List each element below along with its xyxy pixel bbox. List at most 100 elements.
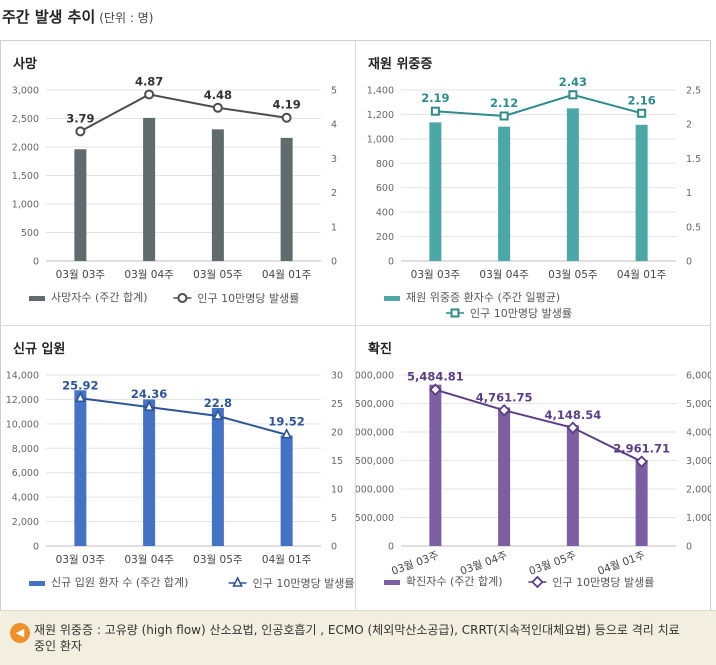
left-tick-label: 200 bbox=[376, 232, 394, 243]
right-tick-label: 0.5 bbox=[686, 222, 701, 233]
right-tick-label: 5 bbox=[331, 86, 337, 97]
rate-marker bbox=[281, 112, 292, 123]
footnote: ◀ 재원 위중증 : 고유량 (high flow) 산소요법, 인공호흡기 ,… bbox=[0, 610, 716, 665]
bar bbox=[143, 399, 156, 546]
speaker-icon: ◀ bbox=[10, 623, 30, 643]
left-tick-label: 600 bbox=[376, 183, 394, 194]
category-label: 04월 01주 bbox=[262, 554, 312, 566]
legend-label: 인구 10만명당 발생률 bbox=[253, 577, 355, 590]
left-tick-label: 800 bbox=[376, 159, 394, 170]
rate-marker bbox=[499, 111, 509, 121]
bar bbox=[280, 435, 293, 546]
right-tick-label: 20 bbox=[331, 428, 343, 439]
rate-marker bbox=[566, 421, 580, 435]
right-tick-label: 4,000 bbox=[686, 428, 711, 439]
right-tick-label: 2.5 bbox=[686, 86, 701, 97]
legend-label: 인구 10만명당 발생률 bbox=[552, 576, 654, 589]
rate-data-label: 4,761.75 bbox=[476, 390, 533, 404]
right-tick-label: 0 bbox=[331, 542, 337, 553]
rate-data-label: 4.19 bbox=[272, 98, 300, 112]
page-title: 주간 발생 추이 (단위 : 명) bbox=[2, 6, 153, 27]
bar bbox=[280, 137, 293, 261]
rate-marker bbox=[75, 391, 86, 403]
chart-title: 재원 위중증 bbox=[368, 57, 432, 72]
category-label: 03월 04주 bbox=[479, 269, 529, 281]
category-label: 04월 01주 bbox=[596, 549, 647, 577]
category-label: 03월 04주 bbox=[124, 269, 174, 281]
right-tick-label: 1,000 bbox=[686, 513, 711, 524]
chart-title: 사망 bbox=[13, 56, 37, 72]
right-tick-label: 0 bbox=[331, 257, 337, 268]
chart-title: 확진 bbox=[368, 341, 392, 357]
rate-line bbox=[435, 388, 643, 463]
bar bbox=[635, 124, 648, 261]
right-tick-label: 2 bbox=[686, 120, 692, 131]
left-tick-label: 12,000 bbox=[6, 395, 39, 406]
rate-data-label: 24.36 bbox=[131, 387, 167, 401]
right-tick-label: 1.5 bbox=[686, 154, 701, 165]
left-tick-label: 8,000 bbox=[12, 444, 39, 455]
right-tick-label: 5 bbox=[331, 513, 337, 524]
rate-data-label: 3.79 bbox=[66, 111, 94, 125]
right-tick-label: 4 bbox=[331, 120, 337, 131]
right-tick-label: 0 bbox=[686, 257, 692, 268]
category-label: 03월 03주 bbox=[56, 554, 106, 566]
right-tick-label: 1 bbox=[331, 222, 337, 233]
chart-confirmed: 확진 0 500,000 1,000,000 1,500,000 2,000,000 2,5… bbox=[356, 341, 711, 589]
bar bbox=[429, 122, 442, 261]
rate-marker bbox=[281, 427, 292, 439]
left-tick-label: 0 bbox=[388, 257, 394, 268]
bar bbox=[211, 407, 224, 546]
rate-marker bbox=[75, 126, 86, 137]
legend-label: 인구 10만명당 발생률 bbox=[470, 307, 572, 320]
category-label: 03월 04주 bbox=[124, 554, 174, 566]
left-tick-label: 1,000 bbox=[12, 200, 39, 211]
left-tick-label: 0 bbox=[33, 257, 39, 268]
bar bbox=[74, 149, 87, 261]
left-tick-label: 2,000,000 bbox=[356, 428, 394, 439]
category-label: 03월 04주 bbox=[459, 549, 510, 577]
left-tick-label: 0 bbox=[388, 542, 394, 553]
left-tick-label: 10,000 bbox=[6, 419, 39, 430]
legend-label: 재원 위중증 환자수 (주간 일평균) bbox=[406, 290, 560, 304]
bar bbox=[498, 126, 511, 262]
legend-swatch-marker bbox=[177, 293, 188, 303]
panel-hospital: 신규 입원 0 2,000 4,000 6,000 8,000 10,000 12,000 14… bbox=[1, 326, 356, 611]
category-label: 04월 01주 bbox=[617, 269, 667, 281]
bar bbox=[74, 390, 87, 546]
rate-data-label: 2.43 bbox=[559, 75, 587, 89]
legend-swatch-marker bbox=[232, 576, 243, 587]
bar bbox=[566, 425, 579, 546]
legend-label: 신규 입원 환자 수 (주간 합계) bbox=[51, 576, 188, 589]
right-tick-label: 1 bbox=[686, 188, 692, 199]
right-tick-label: 3,000 bbox=[686, 456, 711, 467]
category-label: 03월 05주 bbox=[527, 549, 578, 577]
rate-marker bbox=[429, 383, 442, 396]
left-tick-label: 14,000 bbox=[6, 371, 39, 382]
rate-line bbox=[435, 93, 642, 118]
right-tick-label: 25 bbox=[331, 399, 343, 410]
right-tick-label: 3 bbox=[331, 154, 337, 165]
legend-swatch-marker bbox=[531, 575, 544, 589]
chart-deaths: 사망 0 500 1,000 1,500 2,000 2,500 3,000 0 1 2 3 4 5 3.7… bbox=[12, 56, 337, 305]
left-tick-label: 3,000 bbox=[12, 86, 39, 97]
rate-data-label: 2.19 bbox=[421, 91, 449, 105]
rate-marker bbox=[568, 90, 578, 100]
category-label: 03월 03주 bbox=[390, 549, 441, 577]
rate-data-label: 2,961.71 bbox=[613, 442, 670, 456]
legend-swatch-bar bbox=[29, 296, 45, 301]
panel-deaths: 사망 0 500 1,000 1,500 2,000 2,500 3,000 0 1 2 3 4 5 3.7… bbox=[1, 41, 356, 326]
left-tick-label: 4,000 bbox=[12, 493, 39, 504]
left-tick-label: 2,500,000 bbox=[356, 399, 394, 410]
left-tick-label: 1,400 bbox=[367, 86, 394, 97]
left-tick-label: 500,000 bbox=[356, 513, 394, 524]
bar bbox=[498, 407, 511, 546]
category-label: 04월 01주 bbox=[262, 269, 312, 281]
rate-marker bbox=[430, 106, 440, 116]
bar bbox=[143, 117, 156, 262]
rate-data-label: 5,484.81 bbox=[407, 370, 464, 384]
right-tick-label: 6,000 bbox=[686, 371, 711, 382]
panel-confirmed: 확진 0 500,000 1,000,000 1,500,000 2,000,000 2,5… bbox=[356, 326, 711, 611]
category-label: 03월 03주 bbox=[411, 269, 461, 281]
rate-data-label: 22.8 bbox=[204, 396, 232, 410]
